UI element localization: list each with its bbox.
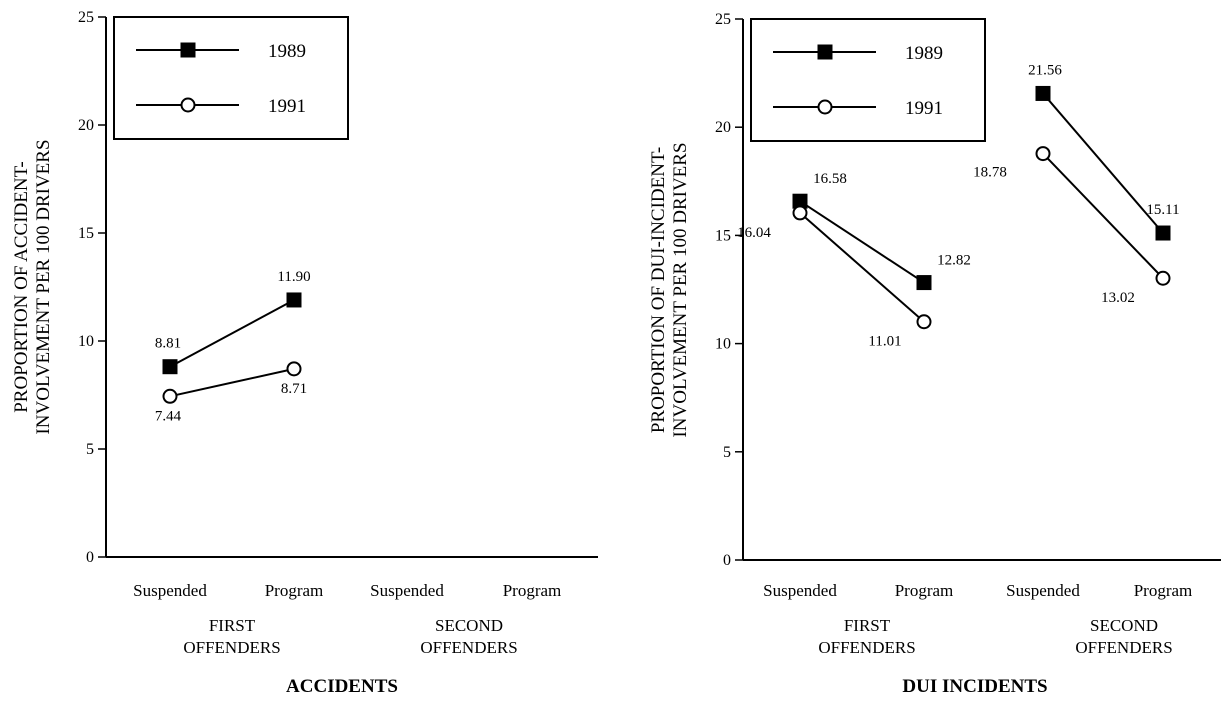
data-label-1989: 11.90 xyxy=(277,269,310,285)
x-category-label: Program xyxy=(1134,581,1193,600)
data-label-1989: 16.58 xyxy=(813,171,847,187)
y-tick-label: 10 xyxy=(78,333,94,350)
data-point-1991 xyxy=(1035,146,1051,162)
data-label-1991: 18.78 xyxy=(973,165,1007,181)
y-tick-label: 20 xyxy=(78,117,94,134)
data-label-1991: 13.02 xyxy=(1101,290,1135,306)
y-axis-label-line-2: INVOLVEMENT PER 100 DRIVERS xyxy=(33,139,54,434)
data-label-1989: 15.11 xyxy=(1146,202,1179,218)
chart-title: ACCIDENTS xyxy=(286,676,398,697)
group-label-line-1: FIRST xyxy=(209,616,256,635)
y-tick-label: 0 xyxy=(86,549,94,566)
y-tick-label: 5 xyxy=(723,444,731,461)
legend-label-1991: 1991 xyxy=(268,96,306,117)
legend-box xyxy=(113,16,349,140)
data-label-1991: 7.44 xyxy=(155,408,182,424)
legend: 1989 1991 xyxy=(750,18,986,142)
y-tick-label: 15 xyxy=(715,227,731,244)
chart-panel-1: 0 5 10 15 20 25 PROPORTION OF ACCIDENT- INVOLVE… xyxy=(11,9,598,697)
data-label-1989: 21.56 xyxy=(1028,62,1062,78)
data-point-1989 xyxy=(286,292,302,308)
data-point-1989 xyxy=(916,275,932,291)
data-label-1989: 12.82 xyxy=(937,253,971,269)
y-tick-label: 15 xyxy=(78,225,94,242)
series-line-1989 xyxy=(169,299,295,368)
data-point-1989 xyxy=(162,359,178,375)
x-category-label: Suspended xyxy=(370,581,444,600)
data-point-1991 xyxy=(916,314,932,330)
x-category-label: Program xyxy=(265,581,324,600)
data-label-1989: 8.81 xyxy=(155,336,181,352)
series-line-1991 xyxy=(799,212,925,323)
y-tick-label: 25 xyxy=(78,9,94,26)
legend-label-1989: 1989 xyxy=(905,43,943,64)
x-category-label: Program xyxy=(895,581,954,600)
group-label-line-1: SECOND xyxy=(435,616,503,635)
data-label-1991: 11.01 xyxy=(868,334,901,350)
series-line-1991 xyxy=(169,367,295,398)
legend-label-1991: 1991 xyxy=(905,98,943,119)
y-tick-label: 5 xyxy=(86,441,94,458)
group-label-line-2: OFFENDERS xyxy=(420,638,517,657)
data-point-1991 xyxy=(286,361,302,377)
y-tick-label: 25 xyxy=(715,11,731,28)
y-tick-label: 20 xyxy=(715,119,731,136)
series-line-1989 xyxy=(1042,92,1164,234)
group-label-line-2: OFFENDERS xyxy=(818,638,915,657)
x-category-label: Suspended xyxy=(1006,581,1080,600)
data-point-1989 xyxy=(1035,85,1051,101)
data-label-1991: 16.04 xyxy=(737,225,771,241)
group-label-line-1: SECOND xyxy=(1090,616,1158,635)
data-point-1991 xyxy=(792,205,808,221)
group-label-line-2: OFFENDERS xyxy=(183,638,280,657)
data-point-1991 xyxy=(1155,270,1171,286)
data-point-1989 xyxy=(792,193,808,209)
chart-title: DUI INCIDENTS xyxy=(902,676,1047,697)
y-tick-label: 0 xyxy=(723,552,731,569)
x-category-label: Suspended xyxy=(763,581,837,600)
series-line-1991 xyxy=(1042,152,1164,279)
legend-label-1989: 1989 xyxy=(268,41,306,62)
data-point-1989 xyxy=(1155,225,1171,241)
data-label-1991: 8.71 xyxy=(281,381,307,397)
series-line-1989 xyxy=(799,200,925,284)
legend-box xyxy=(750,18,986,142)
y-tick-label: 10 xyxy=(715,336,731,353)
group-label-line-2: OFFENDERS xyxy=(1075,638,1172,657)
group-label-line-1: FIRST xyxy=(844,616,891,635)
legend-marker-1991 xyxy=(817,99,833,115)
y-axis-label-line-1: PROPORTION OF DUI-INCIDENT- xyxy=(648,147,669,433)
x-category-label: Suspended xyxy=(133,581,207,600)
y-axis-label-line-2: INVOLVEMENT PER 100 DRIVERS xyxy=(670,142,691,437)
data-point-1991 xyxy=(162,388,178,404)
chart-panel-2: 0 5 10 15 20 25 PROPORTION OF DUI-INCIDENT- INV… xyxy=(648,11,1221,697)
legend-marker-1989 xyxy=(180,42,196,58)
x-category-label: Program xyxy=(503,581,562,600)
y-axis-label-line-1: PROPORTION OF ACCIDENT- xyxy=(11,161,32,413)
legend: 1989 1991 xyxy=(113,16,349,140)
legend-marker-1991 xyxy=(180,97,196,113)
legend-marker-1989 xyxy=(817,44,833,60)
